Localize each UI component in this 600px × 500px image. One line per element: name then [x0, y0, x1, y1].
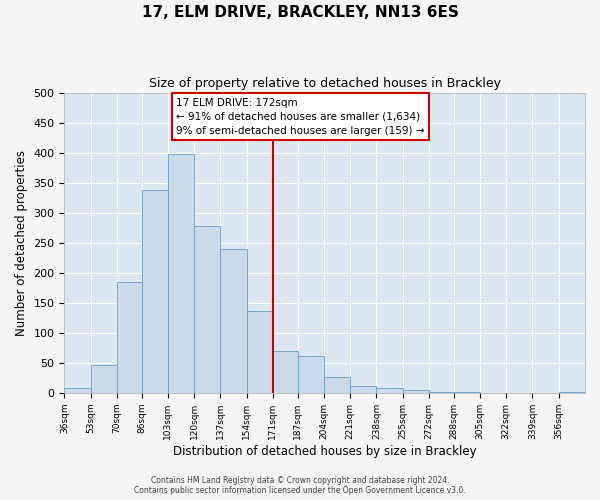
Bar: [376, 388, 403, 393]
Bar: [273, 351, 298, 393]
Bar: [454, 392, 480, 393]
Y-axis label: Number of detached properties: Number of detached properties: [15, 150, 28, 336]
Bar: [142, 190, 168, 393]
Bar: [194, 226, 220, 393]
Text: Contains HM Land Registry data © Crown copyright and database right 2024.
Contai: Contains HM Land Registry data © Crown c…: [134, 476, 466, 495]
Bar: [64, 388, 91, 393]
Bar: [350, 386, 376, 393]
Bar: [559, 392, 585, 393]
Bar: [247, 310, 273, 393]
Bar: [168, 154, 194, 393]
Bar: [324, 376, 350, 393]
Bar: [403, 390, 429, 393]
Text: 17, ELM DRIVE, BRACKLEY, NN13 6ES: 17, ELM DRIVE, BRACKLEY, NN13 6ES: [142, 5, 458, 20]
Title: Size of property relative to detached houses in Brackley: Size of property relative to detached ho…: [149, 78, 501, 90]
Bar: [117, 282, 142, 393]
X-axis label: Distribution of detached houses by size in Brackley: Distribution of detached houses by size …: [173, 444, 476, 458]
Bar: [220, 249, 247, 393]
Bar: [298, 356, 324, 393]
Bar: [429, 392, 454, 393]
Text: 17 ELM DRIVE: 172sqm
← 91% of detached houses are smaller (1,634)
9% of semi-det: 17 ELM DRIVE: 172sqm ← 91% of detached h…: [176, 98, 425, 136]
Bar: [91, 366, 117, 393]
